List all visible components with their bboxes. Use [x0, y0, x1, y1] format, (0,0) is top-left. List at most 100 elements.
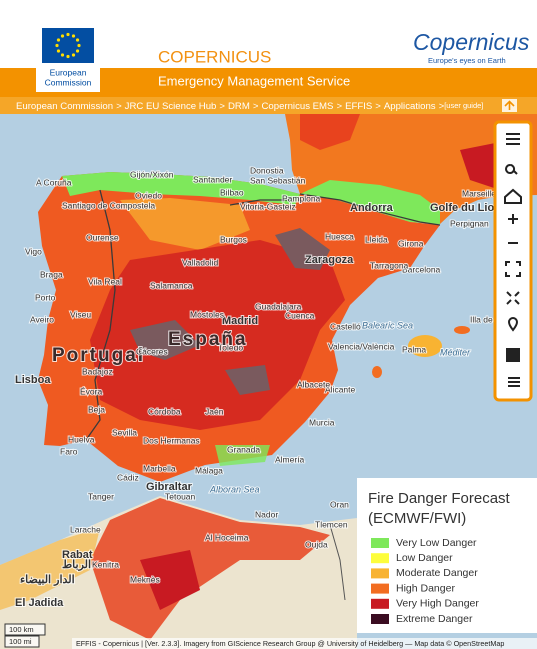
breadcrumb-link[interactable]: Applications — [384, 101, 436, 112]
place-label: Dos Hermanas — [143, 435, 200, 445]
place-label: Viseu — [70, 309, 91, 319]
place-label: Madrid — [222, 315, 258, 327]
place-label: Valencia/València — [328, 341, 395, 351]
place-label: Cuenca — [285, 310, 315, 320]
place-label: Rabat — [62, 549, 93, 561]
eu-star — [55, 43, 59, 48]
breadcrumb-separator: > — [253, 101, 259, 112]
scale-label: 100 mi — [9, 637, 32, 646]
breadcrumb-link[interactable]: JRC EU Science Hub — [125, 101, 217, 112]
legend-label: Very High Danger — [396, 598, 479, 610]
legend-title: Fire Danger Forecast — [368, 490, 511, 507]
place-label: Ourense — [86, 232, 119, 242]
site-title: COPERNICUS — [158, 47, 271, 66]
toolbar-button[interactable] — [499, 314, 527, 336]
place-label: Braga — [40, 269, 63, 279]
place-label: Málaga — [195, 465, 223, 475]
breadcrumb-separator: > — [439, 101, 445, 112]
place-label: Huesca — [325, 231, 354, 241]
site-subtitle: Emergency Management Service — [158, 73, 350, 88]
border — [329, 524, 346, 601]
place-label: Marseille — [462, 188, 496, 198]
toolbar-icon — [506, 348, 520, 362]
logo-tagline: Europe's eyes on Earth — [428, 56, 506, 65]
place-label: Larache — [70, 524, 101, 534]
place-label: Córdoba — [148, 406, 181, 416]
place-label: Tetouan — [165, 491, 196, 501]
border — [299, 193, 441, 226]
legend-label: High Danger — [396, 582, 455, 594]
low-danger-zone — [62, 172, 300, 205]
very-high-zone — [90, 240, 345, 430]
eu-star — [60, 34, 65, 38]
breadcrumb-separator: > — [375, 101, 381, 112]
danger-patch — [140, 550, 200, 610]
legend-label: Extreme Danger — [396, 613, 473, 625]
toolbar-icon — [506, 291, 520, 305]
breadcrumb-link[interactable]: Copernicus EMS — [261, 101, 333, 112]
place-label: Salamanca — [150, 280, 193, 290]
place-label: Al Hoceima — [205, 532, 249, 542]
place-label: Marbella — [143, 463, 176, 473]
place-label: Donostia — [250, 165, 284, 175]
legend-label: Very Low Danger — [396, 537, 477, 549]
place-label: A Coruña — [36, 177, 72, 187]
place-label: Granada — [227, 444, 260, 454]
place-label: Tanger — [88, 491, 114, 501]
place-label: Móstoles — [190, 309, 224, 319]
legend-swatch — [371, 598, 389, 609]
place-label: Oran — [330, 499, 349, 509]
breadcrumb-link[interactable]: DRM — [228, 101, 250, 112]
breadcrumb-bar — [0, 97, 537, 114]
scale-label: 100 km — [9, 625, 34, 634]
toolbar-icon — [504, 188, 522, 204]
breadcrumb-link[interactable]: EFFIS — [345, 101, 372, 112]
place-label: Zaragoza — [305, 254, 354, 266]
up-arrow-icon — [504, 100, 515, 110]
place-label: Porto — [35, 292, 56, 302]
legend-swatch — [371, 553, 389, 564]
eu-star — [75, 38, 80, 42]
breadcrumb-separator: > — [219, 101, 225, 112]
border — [85, 189, 292, 441]
place-label: Vigo — [25, 246, 42, 256]
place-label: Faro — [60, 446, 78, 456]
user-guide-link[interactable]: [user guide] — [444, 101, 483, 110]
eu-label: Commission — [45, 77, 92, 87]
mallorca — [408, 335, 442, 357]
place-label: Pamplona — [282, 193, 321, 203]
low-danger-zone — [215, 445, 270, 466]
ibiza — [372, 366, 382, 378]
toolbar-icon — [505, 261, 521, 277]
attribution-bar — [72, 638, 537, 649]
place-label: Alicante — [325, 384, 356, 394]
toolbar-icon — [507, 316, 519, 332]
place-label: الدار البيضاء — [20, 574, 75, 586]
place-label: Gibraltar — [146, 481, 193, 493]
place-label: Oviedo — [135, 190, 162, 200]
eu-label: European — [50, 67, 87, 77]
legend-swatch — [371, 568, 389, 579]
place-label: Toledo — [218, 342, 243, 352]
place-label: Vitoria-Gasteiz — [240, 201, 296, 211]
toolbar-button[interactable] — [499, 258, 527, 280]
map[interactable]: A Coruña Gijón/Xixón Santander DonostiaSan … — [0, 114, 537, 649]
toolbar-icon — [506, 133, 520, 145]
toolbar-button[interactable] — [499, 287, 527, 309]
place-label: Cáceres — [136, 346, 168, 356]
place-label: Guadalajara — [255, 301, 302, 311]
toolbar-icon — [508, 214, 518, 224]
place-label: San Sebastián — [250, 175, 306, 185]
legend-swatch — [371, 614, 389, 624]
place-label: España — [168, 329, 248, 350]
place-label: Sevilla — [112, 427, 137, 437]
place-label: Méditer — [440, 347, 471, 357]
place-label: Bilbao — [220, 187, 244, 197]
toolbar-icon — [505, 164, 518, 175]
place-label: Andorra — [350, 202, 394, 214]
breadcrumb: European Commission > JRC EU Science Hub > D… — [16, 101, 483, 112]
legend-label: Low Danger — [396, 552, 453, 564]
place-label: Cádiz — [117, 472, 139, 482]
breadcrumb-link[interactable]: European Commission — [16, 101, 113, 112]
